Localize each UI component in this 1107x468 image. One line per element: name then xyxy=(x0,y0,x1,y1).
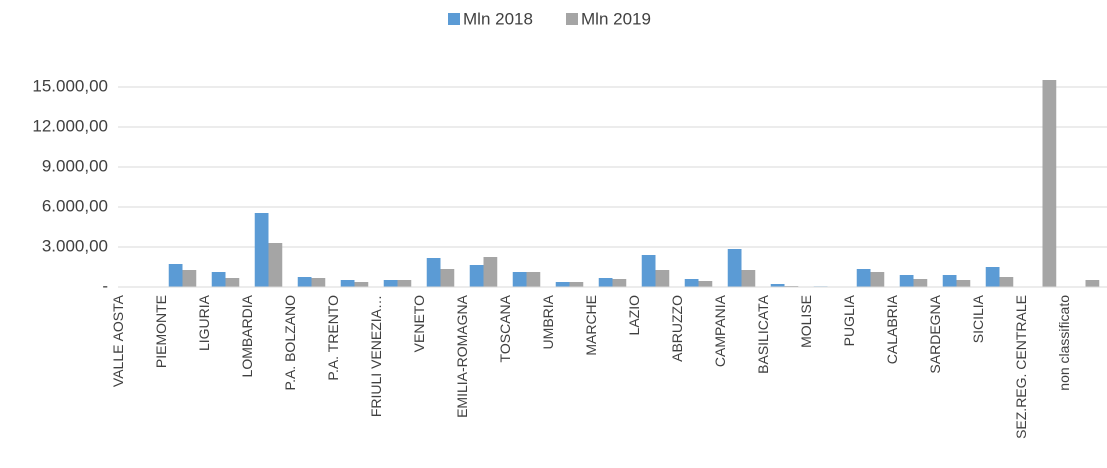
bar xyxy=(999,277,1014,287)
bar xyxy=(426,258,441,287)
x-tick-label: PUGLIA xyxy=(841,294,857,346)
legend-swatch xyxy=(566,13,578,25)
bar xyxy=(641,255,656,287)
y-tick-label: 9.000,00 xyxy=(42,156,108,175)
bar xyxy=(383,280,398,287)
x-tick-label: EMILIA-ROMAGNA xyxy=(454,294,470,418)
y-tick-label: - xyxy=(102,276,108,295)
x-tick-label: CAMPANIA xyxy=(712,294,728,367)
x-tick-label: LIGURIA xyxy=(196,294,212,351)
bar xyxy=(512,272,527,287)
bar xyxy=(555,282,570,287)
x-tick-label: SICILIA xyxy=(970,294,986,343)
x-tick-label: VENETO xyxy=(411,295,427,352)
x-tick-label: ABRUZZO xyxy=(669,295,685,362)
bar xyxy=(254,213,269,287)
bar xyxy=(483,257,498,287)
bar xyxy=(168,264,183,287)
bar xyxy=(182,270,197,287)
bar xyxy=(942,275,957,287)
bar xyxy=(440,269,455,287)
bar xyxy=(354,282,369,287)
bar xyxy=(985,267,1000,287)
bar xyxy=(397,280,412,287)
bar xyxy=(612,279,627,287)
x-tick-label: MOLISE xyxy=(798,295,814,348)
y-tick-label: 6.000,00 xyxy=(42,196,108,215)
bar xyxy=(311,278,326,287)
bar xyxy=(698,281,713,287)
x-tick-label: LAZIO xyxy=(626,295,642,336)
x-tick-label: SARDEGNA xyxy=(927,294,943,373)
legend-label: Mln 2019 xyxy=(581,9,651,28)
bar xyxy=(956,280,971,287)
x-tick-label: SEZ.REG. CENTRALE xyxy=(1013,295,1029,439)
y-tick-label: 12.000,00 xyxy=(32,116,108,135)
x-tick-label: FRIULI VENEZIA… xyxy=(368,295,384,417)
x-tick-label: P.A. TRENTO xyxy=(325,295,341,381)
bar xyxy=(856,269,871,287)
bar xyxy=(211,272,226,287)
x-tick-label: BASILICATA xyxy=(755,294,771,374)
x-tick-label: UMBRIA xyxy=(540,294,556,349)
bar xyxy=(297,277,312,287)
bar xyxy=(899,275,914,287)
bar xyxy=(569,282,584,287)
bar xyxy=(469,265,484,287)
bar xyxy=(741,270,756,287)
y-tick-label: 3.000,00 xyxy=(42,236,108,255)
y-tick-label: 15.000,00 xyxy=(32,76,108,95)
bar xyxy=(870,272,885,287)
x-tick-label: TOSCANA xyxy=(497,294,513,362)
bar xyxy=(1085,280,1100,287)
bar xyxy=(340,280,355,287)
x-tick-label: CALABRIA xyxy=(884,294,900,364)
bar xyxy=(526,272,541,287)
x-tick-label: MARCHE xyxy=(583,295,599,356)
legend-swatch xyxy=(448,13,460,25)
bar xyxy=(268,243,283,287)
x-tick-label: LOMBARDIA xyxy=(239,294,255,377)
bar xyxy=(225,278,240,287)
x-tick-label: PIEMONTE xyxy=(153,295,169,368)
bar xyxy=(684,279,699,287)
bar xyxy=(913,279,928,287)
bar xyxy=(1042,80,1057,287)
bar xyxy=(727,249,742,287)
x-tick-label: non classificato xyxy=(1056,295,1072,391)
bar xyxy=(598,278,613,287)
legend-label: Mln 2018 xyxy=(463,9,533,28)
bar xyxy=(655,270,670,287)
x-tick-label: VALLE AOSTA xyxy=(110,294,126,387)
x-tick-label: P.A. BOLZANO xyxy=(282,295,298,391)
bar xyxy=(770,284,785,287)
